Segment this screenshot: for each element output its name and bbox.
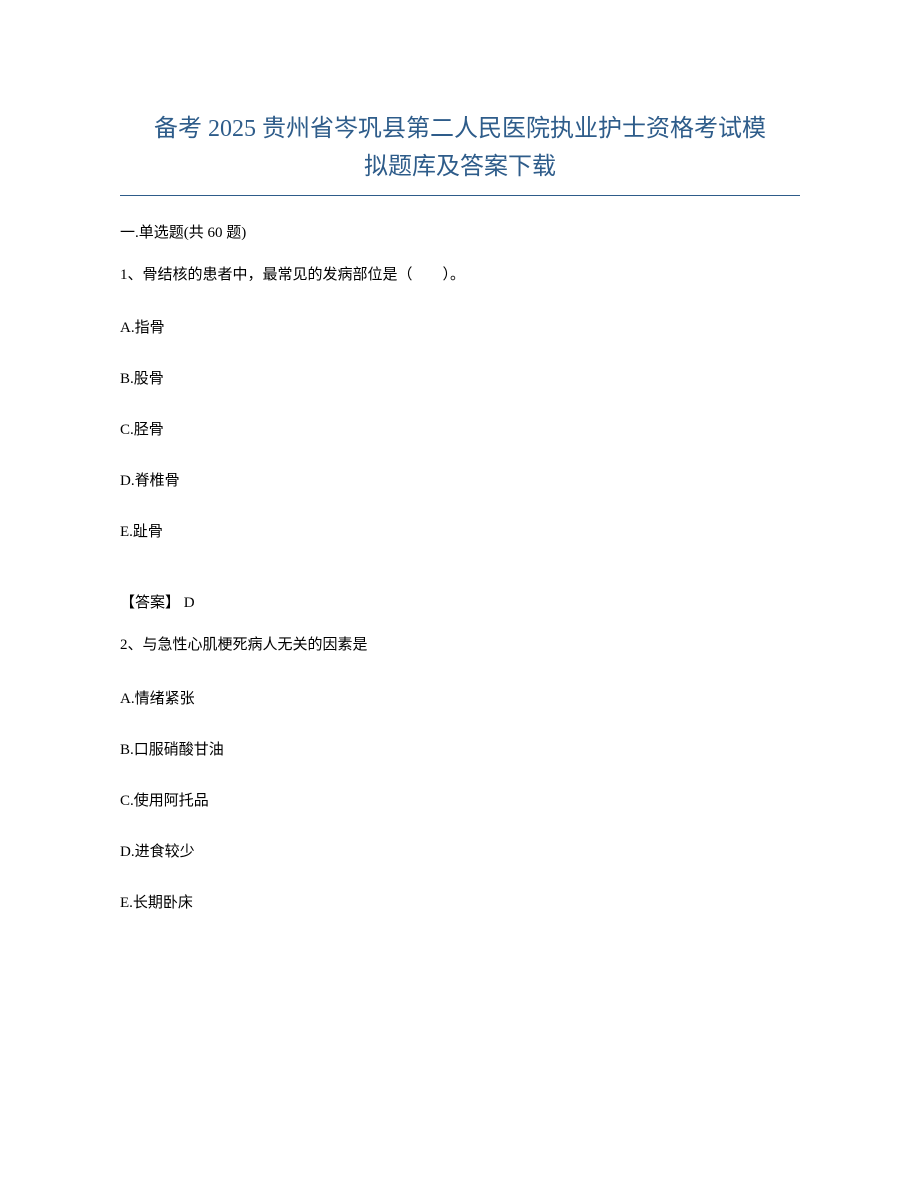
question-1-answer: 【答案】 D bbox=[120, 591, 800, 612]
question-2-option-e: E.长期卧床 bbox=[120, 891, 800, 912]
question-2-option-c: C.使用阿托品 bbox=[120, 789, 800, 810]
question-2-text: 2、与急性心肌梗死病人无关的因素是 bbox=[120, 634, 800, 657]
question-1-option-b: B.股骨 bbox=[120, 367, 800, 388]
question-1-number: 1、 bbox=[120, 267, 143, 283]
question-2-stem: 与急性心肌梗死病人无关的因素是 bbox=[143, 637, 368, 653]
question-1-option-d: D.脊椎骨 bbox=[120, 469, 800, 490]
question-1-option-a: A.指骨 bbox=[120, 316, 800, 337]
question-2-option-b: B.口服硝酸甘油 bbox=[120, 738, 800, 759]
question-2-option-a: A.情绪紧张 bbox=[120, 687, 800, 708]
question-1-option-c: C.胫骨 bbox=[120, 418, 800, 439]
section-header: 一.单选题(共 60 题) bbox=[120, 221, 800, 242]
question-2-option-d: D.进食较少 bbox=[120, 840, 800, 861]
document-title: 备考 2025 贵州省岑巩县第二人民医院执业护士资格考试模 拟题库及答案下载 bbox=[120, 110, 800, 187]
question-2-number: 2、 bbox=[120, 637, 143, 653]
question-1-stem: 骨结核的患者中，最常见的发病部位是（ ）。 bbox=[143, 267, 466, 283]
title-underline bbox=[120, 195, 800, 196]
question-1-option-e: E.趾骨 bbox=[120, 520, 800, 541]
answer-label: 【答案】 bbox=[120, 595, 180, 611]
title-line-1: 备考 2025 贵州省岑巩县第二人民医院执业护士资格考试模 bbox=[154, 116, 766, 142]
question-1-text: 1、骨结核的患者中，最常见的发病部位是（ ）。 bbox=[120, 264, 800, 287]
title-line-2: 拟题库及答案下载 bbox=[364, 154, 556, 180]
answer-value: D bbox=[180, 595, 195, 611]
